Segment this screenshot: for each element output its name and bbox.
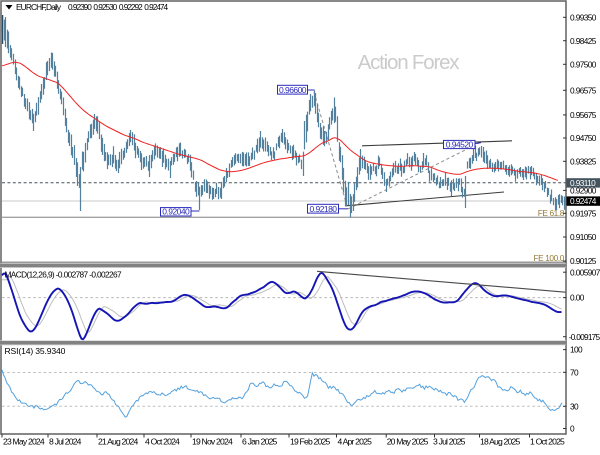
svg-text:23 May 2024: 23 May 2024 bbox=[3, 437, 45, 447]
svg-text:1 Oct 2025: 1 Oct 2025 bbox=[530, 437, 565, 447]
svg-text:20 May 2025: 20 May 2025 bbox=[387, 437, 429, 447]
svg-text:70: 70 bbox=[570, 367, 579, 377]
svg-text:0.93110: 0.93110 bbox=[570, 178, 596, 188]
svg-text:0.98425: 0.98425 bbox=[570, 36, 597, 46]
svg-text:19 Nov 2024: 19 Nov 2024 bbox=[192, 437, 233, 447]
svg-text:0.99350: 0.99350 bbox=[570, 12, 597, 22]
svg-text:0.96600: 0.96600 bbox=[279, 85, 307, 95]
svg-text:MACD(12,26,9) -0.002787 -0.002: MACD(12,26,9) -0.002787 -0.002267 bbox=[5, 269, 123, 279]
svg-text:0.94520: 0.94520 bbox=[446, 139, 474, 149]
svg-text:0.92390 0.92530 0.92292 0.9: 0.92390 0.92530 0.92292 0.92474 bbox=[68, 2, 169, 12]
svg-text:100: 100 bbox=[570, 345, 583, 355]
svg-text:0.91975: 0.91975 bbox=[570, 208, 597, 218]
svg-text:EURCHF,Daily: EURCHF,Daily bbox=[16, 2, 62, 12]
svg-text:21 Aug 2024: 21 Aug 2024 bbox=[98, 437, 138, 447]
svg-text:0.90125: 0.90125 bbox=[570, 256, 597, 266]
svg-text:Action Forex: Action Forex bbox=[358, 51, 461, 74]
svg-text:19 Feb 2025: 19 Feb 2025 bbox=[290, 437, 330, 447]
svg-text:0.92180: 0.92180 bbox=[310, 204, 338, 214]
svg-text:18 Aug 2025: 18 Aug 2025 bbox=[480, 437, 520, 447]
svg-text:8 Jul 2024: 8 Jul 2024 bbox=[49, 437, 82, 447]
svg-text:0.94750: 0.94750 bbox=[570, 133, 597, 143]
svg-text:0.95675: 0.95675 bbox=[570, 110, 597, 120]
svg-text:6 Jan 2025: 6 Jan 2025 bbox=[242, 437, 278, 447]
svg-text:0.00: 0.00 bbox=[570, 293, 585, 303]
svg-text:RSI(14) 35.9340: RSI(14) 35.9340 bbox=[5, 346, 66, 356]
svg-text:4 Apr 2025: 4 Apr 2025 bbox=[338, 437, 373, 447]
svg-text:30: 30 bbox=[570, 401, 579, 411]
svg-text:0.91050: 0.91050 bbox=[570, 232, 597, 242]
svg-text:0.96575: 0.96575 bbox=[570, 85, 597, 95]
svg-text:-0.009175: -0.009175 bbox=[569, 332, 600, 342]
svg-text:4 Oct 2024: 4 Oct 2024 bbox=[145, 437, 180, 447]
svg-text:0.92474: 0.92474 bbox=[570, 196, 597, 206]
svg-text:FE 100.0: FE 100.0 bbox=[534, 253, 565, 263]
svg-text:0.92040: 0.92040 bbox=[162, 207, 190, 217]
svg-text:FE 61.8: FE 61.8 bbox=[538, 208, 565, 218]
svg-text:0.97500: 0.97500 bbox=[570, 59, 597, 69]
svg-text:0.005907: 0.005907 bbox=[570, 267, 600, 277]
svg-text:0.93825: 0.93825 bbox=[570, 156, 597, 166]
svg-text:3 Jul 2025: 3 Jul 2025 bbox=[433, 437, 466, 447]
